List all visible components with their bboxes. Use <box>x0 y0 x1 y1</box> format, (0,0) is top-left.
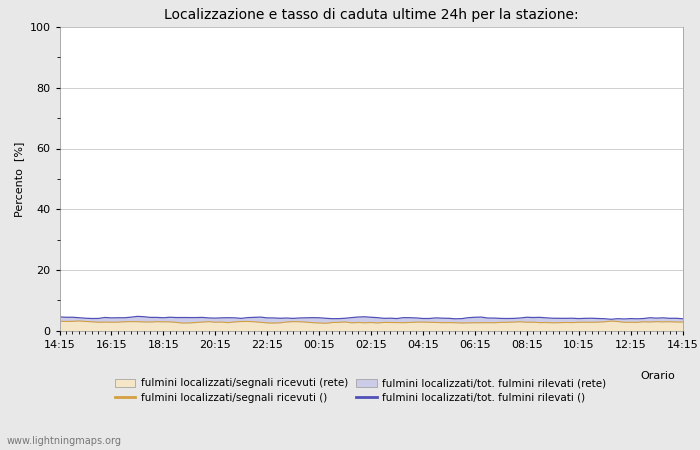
Y-axis label: Percento  [%]: Percento [%] <box>14 141 24 216</box>
Text: Orario: Orario <box>640 371 676 381</box>
Text: www.lightningmaps.org: www.lightningmaps.org <box>7 436 122 446</box>
Title: Localizzazione e tasso di caduta ultime 24h per la stazione:: Localizzazione e tasso di caduta ultime … <box>164 8 578 22</box>
Legend: fulmini localizzati/segnali ricevuti (rete), fulmini localizzati/segnali ricevut: fulmini localizzati/segnali ricevuti (re… <box>115 378 606 403</box>
